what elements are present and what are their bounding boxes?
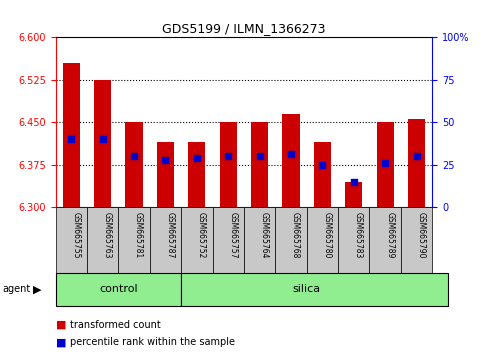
Bar — [56, 273, 181, 306]
Bar — [251, 122, 268, 207]
Text: GSM665763: GSM665763 — [103, 212, 112, 259]
Bar — [181, 207, 213, 273]
Text: GSM665755: GSM665755 — [71, 212, 80, 259]
Bar — [181, 273, 448, 306]
Text: silica: silica — [293, 284, 321, 295]
Bar — [314, 142, 331, 207]
Bar — [401, 207, 432, 273]
Title: GDS5199 / ILMN_1366273: GDS5199 / ILMN_1366273 — [162, 22, 326, 35]
Bar — [408, 119, 425, 207]
Bar — [213, 207, 244, 273]
Bar — [94, 80, 111, 207]
Bar — [118, 207, 150, 273]
Bar — [157, 142, 174, 207]
Text: GSM665787: GSM665787 — [165, 212, 174, 259]
Bar — [283, 114, 299, 207]
Text: GSM665757: GSM665757 — [228, 212, 237, 259]
Bar — [377, 122, 394, 207]
Point — [319, 162, 327, 167]
Bar — [275, 207, 307, 273]
Bar — [126, 122, 142, 207]
Point — [130, 153, 138, 159]
Text: control: control — [99, 284, 138, 295]
Text: GSM665752: GSM665752 — [197, 212, 206, 259]
Text: GSM665764: GSM665764 — [260, 212, 269, 259]
Point — [161, 157, 170, 162]
Point — [193, 155, 201, 161]
Point — [412, 153, 420, 159]
Bar — [150, 207, 181, 273]
Bar — [307, 207, 338, 273]
Text: ■: ■ — [56, 320, 66, 330]
Text: GSM665783: GSM665783 — [354, 212, 363, 259]
Text: transformed count: transformed count — [70, 320, 161, 330]
Text: GSM665790: GSM665790 — [416, 212, 426, 259]
Text: GSM665780: GSM665780 — [323, 212, 331, 259]
Point — [256, 153, 264, 159]
Point — [382, 160, 389, 166]
Point — [350, 179, 357, 184]
Text: ■: ■ — [56, 337, 66, 347]
Text: percentile rank within the sample: percentile rank within the sample — [70, 337, 235, 347]
Bar — [56, 207, 87, 273]
Bar — [369, 207, 401, 273]
Text: ▶: ▶ — [33, 284, 42, 295]
Point — [99, 136, 107, 142]
Text: GSM665781: GSM665781 — [134, 212, 143, 258]
Point — [68, 136, 75, 142]
Bar — [338, 207, 369, 273]
Bar — [244, 207, 275, 273]
Point — [224, 153, 232, 159]
Text: GSM665789: GSM665789 — [385, 212, 394, 259]
Bar — [345, 182, 362, 207]
Text: GSM665768: GSM665768 — [291, 212, 300, 259]
Text: agent: agent — [2, 284, 30, 295]
Bar — [220, 122, 237, 207]
Bar — [63, 63, 80, 207]
Bar — [87, 207, 118, 273]
Bar — [188, 142, 205, 207]
Point — [287, 152, 295, 157]
